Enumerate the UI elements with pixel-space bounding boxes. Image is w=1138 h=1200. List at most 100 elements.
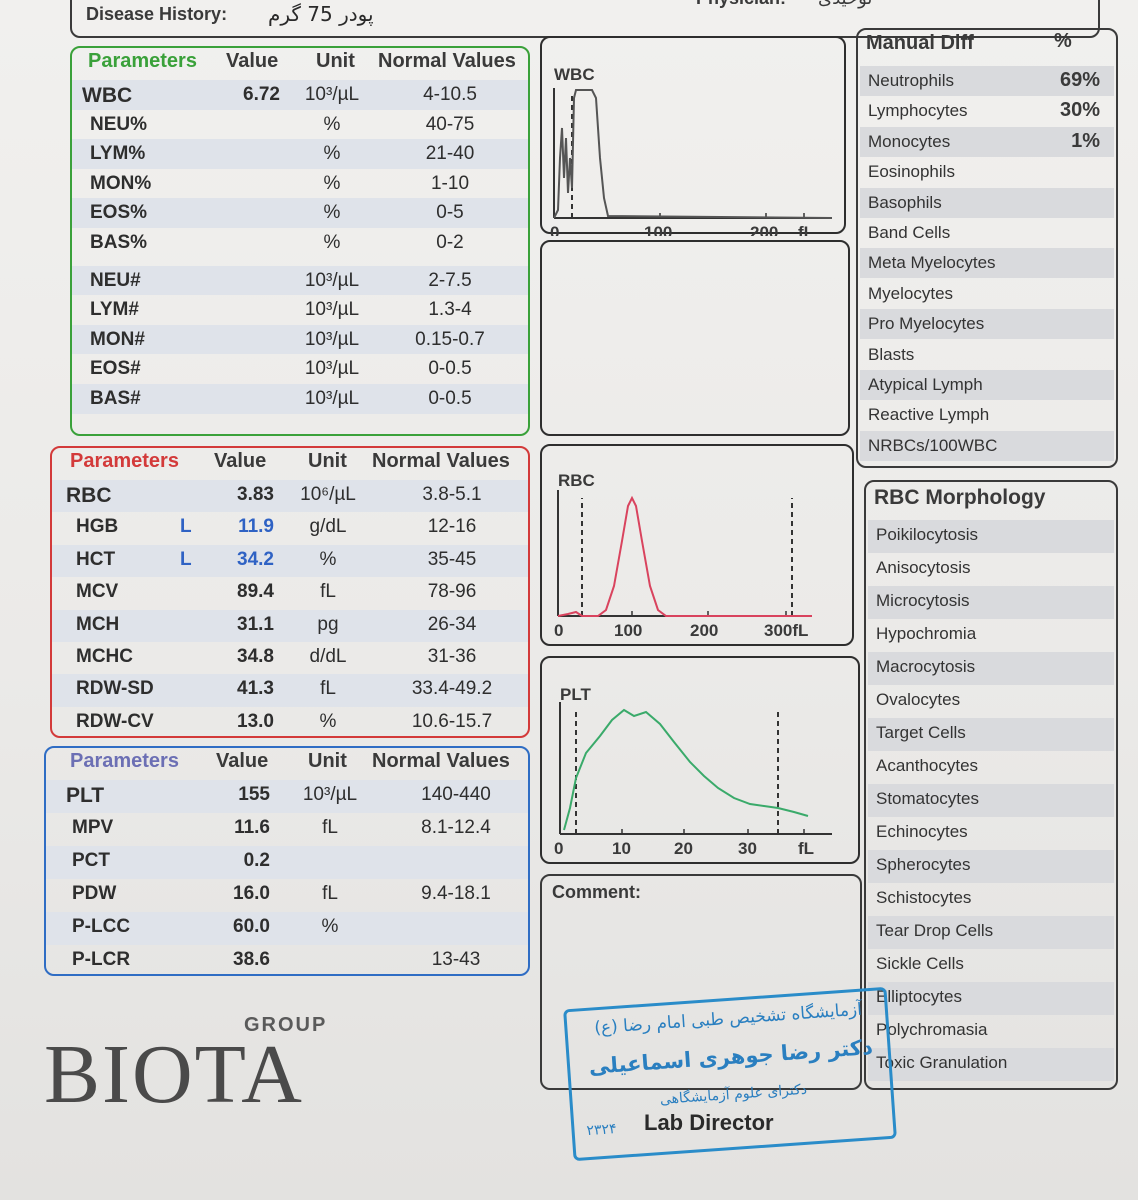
physician-value: توحیدی: [818, 0, 872, 9]
parameter-value: 89.4: [237, 581, 274, 603]
parameter-value: 38.6: [233, 949, 270, 970]
parameter-unit: g/dL: [309, 516, 347, 538]
rbc_panel-header-3: Normal Values: [372, 450, 510, 472]
morphology-row: Schistocytes: [868, 883, 1114, 916]
morphology-row: Hypochromia: [868, 619, 1114, 652]
rbc-distribution-curve: [557, 495, 812, 617]
x-tick-label: 100: [644, 223, 672, 236]
morphology-row: Acanthocytes: [868, 751, 1114, 784]
table-row: P-LCC 60.0%: [46, 912, 528, 945]
morphology-label: Target Cells: [876, 723, 966, 742]
normal-range: 140-440: [421, 784, 491, 805]
parameter-unit: 10³/µL: [302, 784, 358, 805]
x-tick-label: 20: [674, 839, 693, 858]
parameter-unit: fL: [322, 883, 338, 904]
wbc_panel-header-row: Parameters Value Unit Normal Values: [72, 48, 528, 78]
normal-range: 0-0.5: [428, 388, 472, 409]
stamp-line-1: آزمایشگاه تشخیص طبی امام رضا (ع): [593, 999, 863, 1039]
normal-range: 0-2: [436, 232, 464, 253]
parameter-unit: %: [323, 113, 341, 135]
morphology-row: Anisocytosis: [868, 553, 1114, 586]
x-tick-label: 30: [738, 839, 757, 858]
morphology-row: Microcytosis: [868, 586, 1114, 619]
parameter-value: 13.0: [237, 710, 274, 732]
disease-history-value: پودر 75 گرم: [268, 2, 374, 26]
logo-wordmark: BIOTA: [44, 1028, 304, 1121]
wbc-distribution-curve: [553, 89, 833, 219]
parameter-unit: %: [323, 143, 341, 165]
plt-histogram-title: PLT: [560, 685, 591, 704]
normal-range: 26-34: [427, 613, 477, 635]
table-row: MON# 10³/µL 0.15-0.7: [72, 324, 528, 355]
table-row: LYM%% 21-40: [72, 139, 528, 169]
normal-range: 1.3-4: [428, 299, 472, 321]
table-row: HCT L 34.2% 35-45: [52, 544, 528, 578]
parameter-value: 34.2: [237, 548, 274, 570]
diff-percent: 30%: [1059, 99, 1100, 122]
parameter-value: 60.0: [233, 916, 270, 937]
morphology-row: Poikilocytosis: [868, 520, 1114, 553]
parameter-value: 6.72: [243, 84, 280, 105]
parameter-name: LYM%: [90, 143, 146, 165]
morphology-row: Ovalocytes: [868, 685, 1114, 718]
low-flag: L: [180, 516, 192, 538]
normal-range: 35-45: [427, 548, 477, 570]
morphology-row: Macrocytosis: [868, 652, 1114, 685]
morphology-row: Spherocytes: [868, 850, 1114, 883]
rbc-morphology-panel: [864, 480, 1118, 1090]
biota-logo: GROUP BIOTA: [44, 1012, 344, 1121]
parameter-value: 34.8: [237, 646, 274, 667]
rbc_panel-header-row: Parameters Value Unit Normal Values: [52, 448, 528, 478]
parameter-name: BAS#: [90, 388, 141, 409]
parameter-name: HGB: [76, 516, 119, 538]
parameter-value: 16.0: [233, 883, 270, 904]
morphology-label: Schistocytes: [876, 888, 972, 907]
rbc-histogram: RBC 0 100 200 300fL: [540, 444, 854, 646]
diff-row: Myelocytes: [860, 279, 1114, 309]
parameter-name: RDW-CV: [76, 710, 154, 732]
morphology-row: Echinocytes: [868, 817, 1114, 850]
diff-row: Reactive Lymph: [860, 400, 1114, 430]
manual-diff-title: Manual Diff: [866, 32, 974, 54]
table-row: MCH 31.1 pg 26-34: [52, 609, 528, 642]
normal-range: 8.1-12.4: [421, 817, 491, 838]
diff-row: Basophils: [860, 187, 1114, 218]
table-row: WBC 6.72 10³/µL 4-10.5: [72, 80, 528, 110]
table-row: BAS# 10³/µL 0-0.5: [72, 384, 528, 414]
rbc_panel-header-1: Value: [214, 450, 267, 472]
stamp-line-3: دکترای علوم آزمایشگاهی: [659, 1081, 808, 1108]
diff-label: Blasts: [868, 344, 915, 364]
parameter-name: RDW-SD: [76, 678, 154, 700]
plt_panel-header-1: Value: [216, 750, 269, 772]
table-row: BAS%% 0-2: [72, 228, 528, 258]
x-tick-label: 300fL: [764, 621, 808, 640]
normal-range: 40-75: [425, 113, 475, 135]
parameter-unit: %: [319, 548, 337, 570]
normal-range: 33.4-49.2: [411, 678, 493, 700]
wbc_panel-header-1: Value: [226, 50, 279, 72]
plt-histogram: PLT 0 10 20 30 fL: [540, 656, 860, 864]
parameter-name: MON%: [90, 172, 152, 194]
parameter-unit: %: [323, 232, 341, 253]
parameter-value: 41.3: [237, 678, 274, 700]
parameter-unit: fL: [320, 581, 336, 603]
diff-label: Lymphocytes: [868, 101, 968, 121]
parameter-value: 0.2: [243, 850, 270, 871]
morphology-label: Hypochromia: [876, 624, 977, 643]
parameter-unit: fL: [320, 678, 336, 700]
morphology-row: Sickle Cells: [868, 949, 1114, 982]
parameter-unit: 10³/µL: [304, 299, 360, 321]
morphology-label: Sickle Cells: [876, 954, 964, 973]
stamp-line-4: ۲۳۲۴: [586, 1121, 618, 1140]
plt-panel: [44, 746, 530, 976]
rbc_panel-header-0: Parameters: [70, 450, 179, 472]
diff-percent: 69%: [1059, 69, 1100, 91]
morphology-label: Elliptocytes: [876, 987, 962, 1006]
table-row: HGB L 11.9 g/dL 12-16: [52, 512, 528, 544]
table-row: EOS%% 0-5: [72, 198, 528, 228]
morphology-label: Macrocytosis: [876, 657, 976, 676]
diff-label: Monocytes: [868, 131, 951, 151]
x-tick-label: 0: [554, 839, 563, 858]
wbc-panel: [70, 46, 530, 436]
wbc_panel-header-3: Normal Values: [378, 50, 516, 72]
